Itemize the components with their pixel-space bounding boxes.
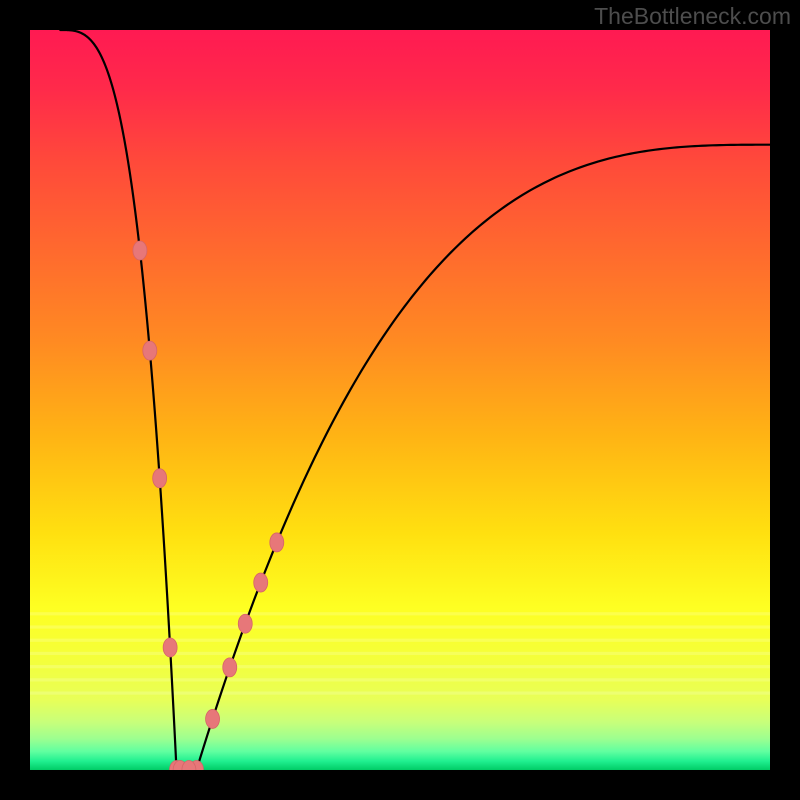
gradient-band (30, 625, 770, 628)
plot-frame (30, 30, 770, 770)
watermark-text: TheBottleneck.com (594, 3, 791, 30)
gradient-band (30, 612, 770, 615)
gradient-band (30, 665, 770, 668)
gradient-band (30, 639, 770, 642)
marker-left-2 (153, 469, 167, 488)
gradient-band (30, 678, 770, 681)
gradient-band (30, 652, 770, 655)
plot-area (30, 30, 770, 770)
marker-right-5 (270, 533, 284, 552)
chart-container: TheBottleneck.com (0, 0, 800, 800)
marker-right-4 (254, 573, 268, 592)
marker-left-4 (133, 241, 147, 260)
marker-right-2 (223, 658, 237, 677)
gradient-background (30, 30, 770, 770)
plot-svg (30, 30, 770, 770)
gradient-band (30, 691, 770, 694)
marker-left-3 (143, 341, 157, 360)
marker-right-3 (238, 614, 252, 633)
marker-left-1 (163, 638, 177, 657)
marker-right-1 (206, 709, 220, 728)
